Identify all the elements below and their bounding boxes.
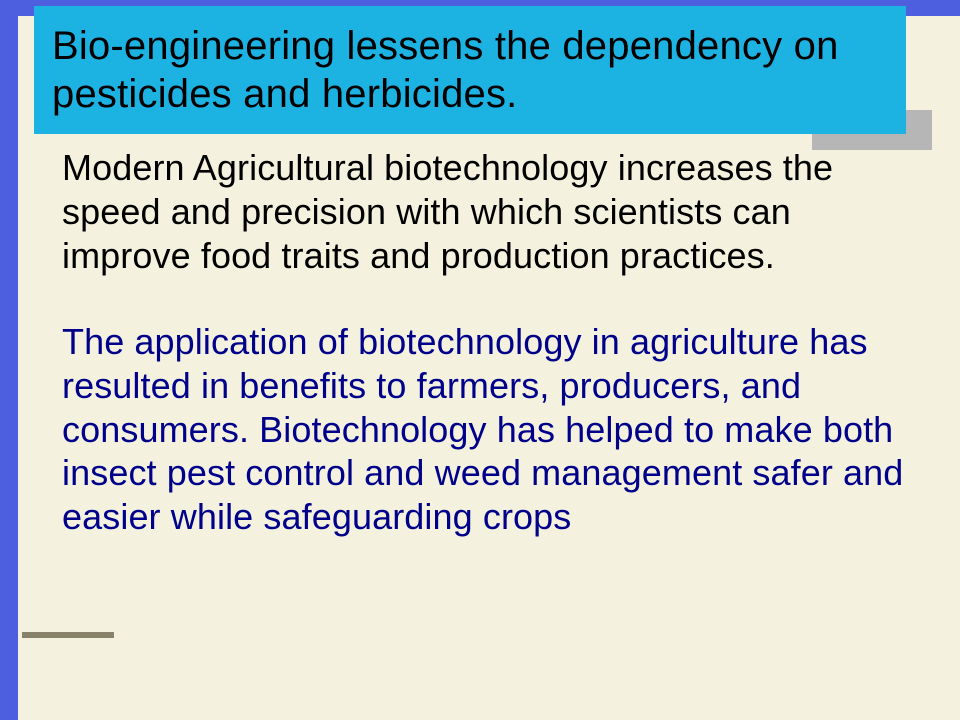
left-border-stripe (0, 0, 18, 720)
slide: Bio-engineering lessens the dependency o… (0, 0, 960, 720)
paragraph-2: The application of biotechnology in agri… (62, 320, 910, 540)
slide-title: Bio-engineering lessens the dependency o… (52, 22, 888, 118)
paragraph-1: Modern Agricultural biotechnology increa… (62, 146, 910, 278)
body-text-area: Modern Agricultural biotechnology increa… (62, 146, 910, 539)
left-decorative-rule (22, 632, 114, 638)
title-box: Bio-engineering lessens the dependency o… (34, 6, 906, 134)
